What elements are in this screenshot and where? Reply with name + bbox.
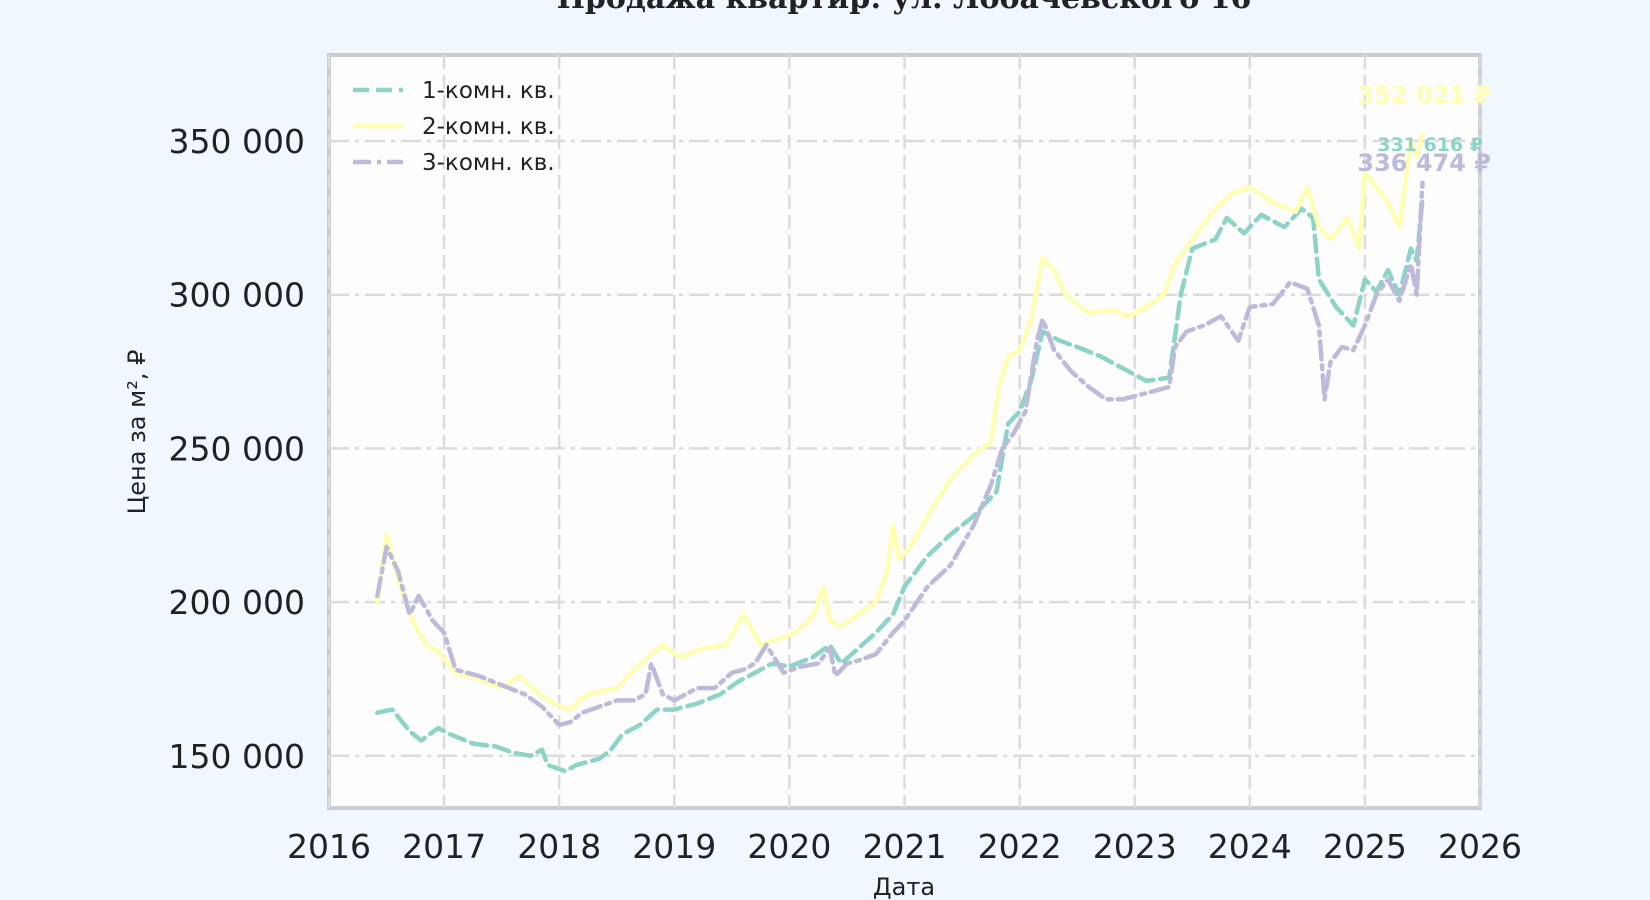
x-axis-label: Дата (873, 873, 935, 900)
x-tick-label: 2026 (1438, 827, 1522, 866)
y-tick-label: 200 000 (169, 583, 305, 622)
series-line-3 (375, 180, 1425, 728)
chart-title: Продажа квартир: ул. Лобачевского 16 (557, 0, 1252, 16)
end-label-2: 352 021 ₽ (1357, 81, 1491, 109)
end-label-1: 331 616 ₽ (1377, 134, 1483, 156)
x-axis-ticks: 2016 2017 2018 2019 2020 2021 2022 2023 2024 2025… (287, 827, 1522, 866)
end-label-3: 336 474 ₽ (1357, 149, 1491, 177)
legend-label-1: 1-комн. кв. (422, 78, 555, 104)
x-tick-label: 2020 (747, 827, 831, 866)
x-tick-label: 2024 (1208, 827, 1292, 866)
series-line-2 (375, 132, 1425, 712)
end-labels: 331 616 ₽ 352 021 ₽ 336 474 ₽ (1357, 81, 1491, 177)
x-tick-label: 2018 (517, 827, 601, 866)
x-tick-label: 2023 (1093, 827, 1177, 866)
legend-label-2: 2-комн. кв. (422, 114, 555, 140)
y-axis-ticks: 150 000 200 000 250 000 300 000 350 000 (169, 122, 305, 776)
x-tick-label: 2017 (402, 827, 486, 866)
y-axis-label: Цена за м², ₽ (123, 350, 151, 515)
x-tick-label: 2016 (287, 827, 371, 866)
y-tick-label: 150 000 (169, 737, 305, 776)
legend-label-3: 3-комн. кв. (422, 150, 555, 176)
y-tick-label: 300 000 (169, 276, 305, 315)
x-tick-label: 2021 (863, 827, 947, 866)
legend: 1-комн. кв. 2-комн. кв. 3-комн. кв. (353, 78, 555, 176)
y-tick-label: 250 000 (169, 429, 305, 468)
y-tick-label: 350 000 (169, 122, 305, 161)
x-tick-label: 2022 (978, 827, 1062, 866)
x-tick-label: 2025 (1323, 827, 1407, 866)
series-line-1 (375, 195, 1425, 774)
x-tick-label: 2019 (632, 827, 716, 866)
series-lines (375, 132, 1425, 774)
